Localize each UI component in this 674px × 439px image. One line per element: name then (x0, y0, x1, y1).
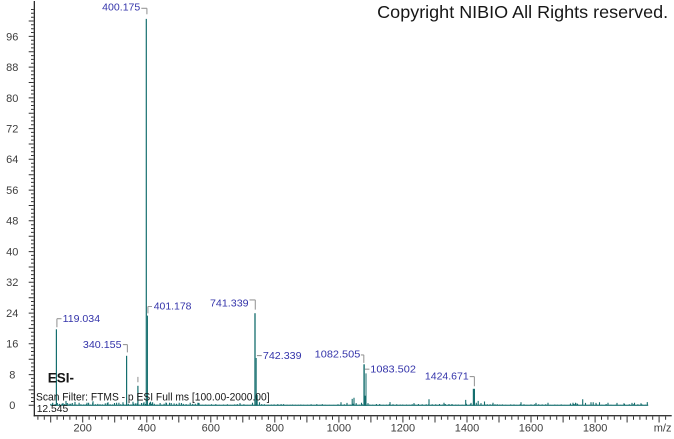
svg-text:80: 80 (6, 93, 18, 105)
svg-text:1800: 1800 (583, 422, 607, 434)
svg-text:340.155: 340.155 (83, 339, 122, 351)
svg-text:Scan Filter: FTMS - p ESI Full: Scan Filter: FTMS - p ESI Full ms [100.0… (36, 391, 270, 403)
svg-text:8: 8 (9, 370, 15, 382)
svg-text:0: 0 (9, 400, 15, 412)
svg-text:1083.502: 1083.502 (370, 363, 416, 375)
svg-text:119.034: 119.034 (63, 313, 101, 325)
svg-text:56: 56 (6, 185, 18, 197)
svg-text:24: 24 (6, 308, 18, 320)
svg-text:Copyright NIBIO All Rights res: Copyright NIBIO All Rights reserved. (377, 2, 668, 22)
svg-text:742.339: 742.339 (263, 350, 302, 362)
svg-text:1600: 1600 (519, 422, 543, 434)
svg-text:16: 16 (6, 339, 18, 351)
svg-text:1000: 1000 (327, 422, 351, 434)
svg-text:96: 96 (6, 31, 18, 43)
svg-text:741.339: 741.339 (210, 297, 249, 309)
svg-text:1082.505: 1082.505 (315, 349, 361, 361)
svg-text:1200: 1200 (391, 422, 415, 434)
svg-text:72: 72 (6, 124, 18, 136)
svg-text:1424.671: 1424.671 (425, 370, 469, 382)
svg-text:200: 200 (74, 422, 92, 434)
svg-text:600: 600 (202, 422, 220, 434)
svg-text:ESI-: ESI- (48, 369, 75, 385)
svg-text:1400: 1400 (455, 422, 479, 434)
svg-text:40: 40 (6, 247, 18, 259)
svg-text:401.178: 401.178 (154, 301, 192, 313)
svg-text:400: 400 (138, 422, 156, 434)
svg-text:800: 800 (266, 422, 284, 434)
svg-text:32: 32 (6, 277, 18, 289)
svg-text:400.175: 400.175 (102, 1, 140, 13)
svg-text:48: 48 (6, 216, 18, 228)
svg-text:88: 88 (6, 62, 18, 74)
svg-text:12.545: 12.545 (37, 403, 69, 415)
svg-text:m/z: m/z (654, 422, 672, 434)
svg-text:64: 64 (6, 154, 18, 166)
